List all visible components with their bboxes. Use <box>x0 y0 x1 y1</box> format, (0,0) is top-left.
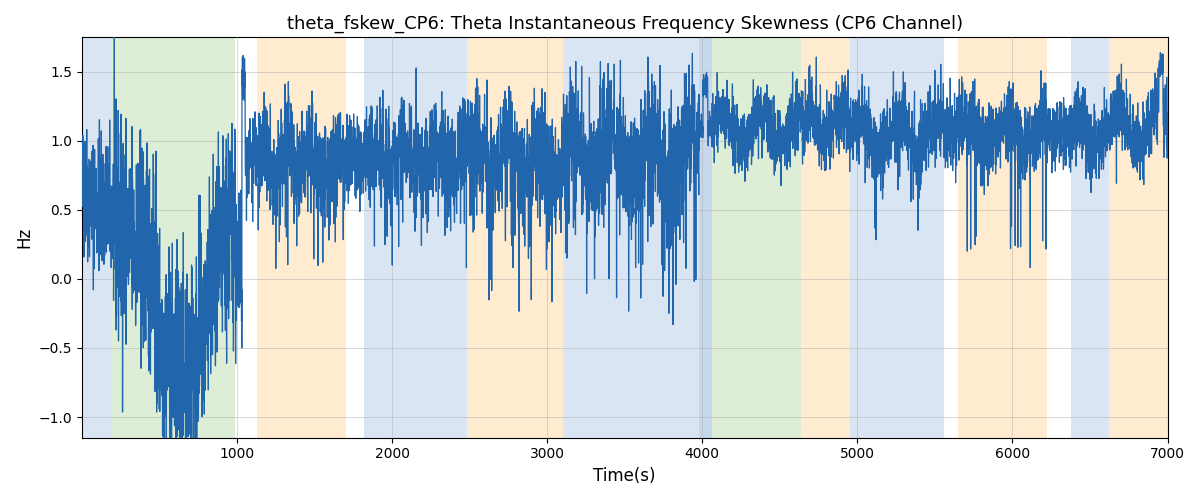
Bar <box>563 38 700 438</box>
Bar <box>112 38 235 438</box>
X-axis label: Time(s): Time(s) <box>594 467 656 485</box>
Bar <box>82 38 112 438</box>
Bar <box>467 38 563 438</box>
Bar <box>850 38 944 438</box>
Y-axis label: Hz: Hz <box>14 227 32 248</box>
Bar <box>1072 38 1109 438</box>
Title: theta_fskew_CP6: Theta Instantaneous Frequency Skewness (CP6 Channel): theta_fskew_CP6: Theta Instantaneous Fre… <box>287 15 962 34</box>
Bar <box>802 38 850 438</box>
Bar <box>712 38 802 438</box>
Bar <box>958 38 1046 438</box>
Bar <box>257 38 346 438</box>
Bar <box>1109 38 1168 438</box>
Bar <box>364 38 467 438</box>
Bar <box>700 38 712 438</box>
